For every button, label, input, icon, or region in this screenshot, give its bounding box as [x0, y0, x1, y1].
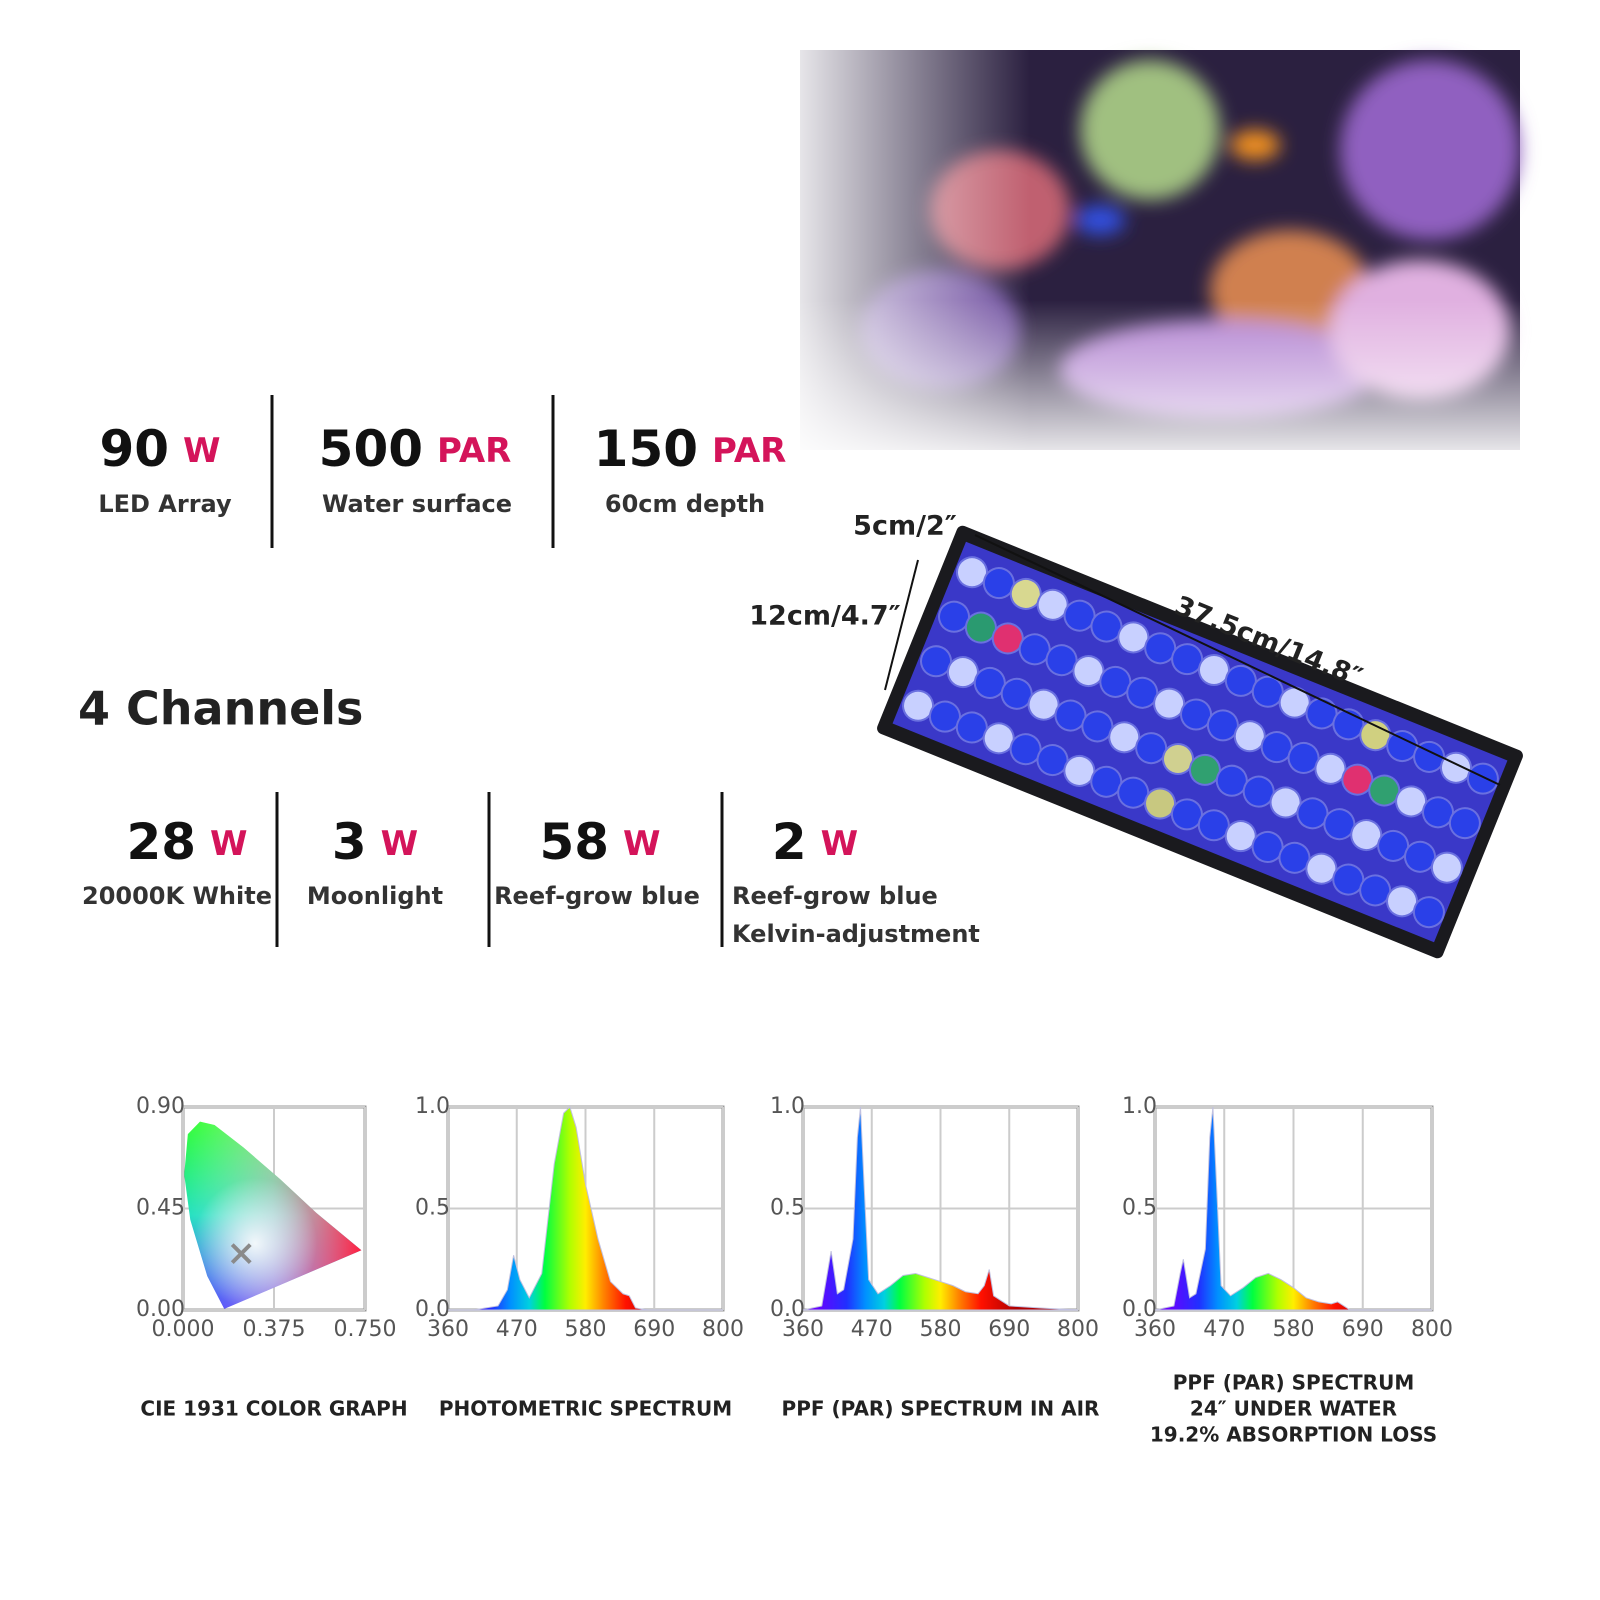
unit: W: [623, 824, 661, 864]
number: 3: [332, 813, 367, 871]
spec-value: 500 PAR: [319, 420, 512, 478]
dimension-label: 5cm/2″: [853, 511, 957, 542]
y-tick-label: 0.0: [1122, 1297, 1157, 1322]
number: 90: [99, 420, 169, 478]
number: 28: [126, 813, 196, 871]
x-tick-label: 360: [1134, 1317, 1176, 1342]
x-tick-label: 470: [1203, 1317, 1245, 1342]
channel-label: Reef-grow blue: [494, 882, 700, 910]
number: 2: [772, 813, 807, 871]
y-tick-label: 1.0: [415, 1094, 450, 1119]
section-heading: 4 Channels: [78, 682, 363, 736]
x-tick-label: 0.750: [334, 1317, 397, 1342]
x-tick-label: 0.375: [243, 1317, 306, 1342]
chart-caption: 19.2% ABSORPTION LOSS: [1150, 1423, 1437, 1447]
x-tick-label: 470: [851, 1317, 893, 1342]
x-tick-label: 690: [1342, 1317, 1384, 1342]
color-gamut: [184, 1121, 362, 1309]
spectrum-area: [448, 1106, 723, 1311]
chart-caption: CIE 1931 COLOR GRAPH: [140, 1397, 407, 1421]
y-tick-label: 0.5: [1122, 1196, 1157, 1221]
number: 150: [594, 420, 698, 478]
x-tick-label: 0.000: [152, 1317, 215, 1342]
y-tick-label: 1.0: [1122, 1094, 1157, 1119]
y-tick-label: 0.0: [770, 1297, 805, 1322]
channel-label: Moonlight: [307, 882, 443, 910]
led: [1430, 851, 1463, 884]
spec-label: Water surface: [322, 490, 512, 518]
chart-caption: 24″ UNDER WATER: [1190, 1397, 1397, 1421]
channel-label: 20000K White: [82, 882, 272, 910]
x-tick-label: 580: [565, 1317, 607, 1342]
number: 500: [319, 420, 423, 478]
x-tick-label: 690: [633, 1317, 675, 1342]
y-tick-label: 0.90: [136, 1094, 185, 1119]
x-tick-label: 800: [1411, 1317, 1453, 1342]
channel-value: 28 W: [126, 813, 247, 871]
spectrum-area: [1154, 1106, 1432, 1311]
unit: W: [210, 824, 248, 864]
channel-label: Reef-grow blue: [732, 882, 938, 910]
reef-photo: [770, 40, 1530, 470]
unit: W: [821, 824, 859, 864]
dimension-line: [884, 559, 919, 691]
spec-value: 150 PAR: [594, 420, 787, 478]
led-fixture: [877, 525, 1523, 959]
unit: W: [381, 824, 419, 864]
dimension-label: 12cm/4.7″: [749, 601, 900, 632]
channel-value: 58 W: [539, 813, 660, 871]
y-tick-label: 0.5: [415, 1196, 450, 1221]
unit: PAR: [437, 431, 511, 471]
x-tick-label: 580: [920, 1317, 962, 1342]
spectrum-area: [802, 1106, 1079, 1311]
x-tick-label: 690: [988, 1317, 1030, 1342]
x-tick-label: 360: [427, 1317, 469, 1342]
spec-label: LED Array: [98, 490, 232, 518]
dimension-line: [974, 534, 1501, 786]
chart-caption: PHOTOMETRIC SPECTRUM: [439, 1397, 732, 1421]
spec-value: 90 W: [99, 420, 220, 478]
x-tick-label: 470: [496, 1317, 538, 1342]
chart-caption: PPF (PAR) SPECTRUM IN AIR: [782, 1397, 1100, 1421]
x-tick-label: 580: [1273, 1317, 1315, 1342]
channel-label: Kelvin-adjustment: [732, 920, 980, 948]
spec-label: 60cm depth: [605, 490, 765, 518]
x-tick-label: 360: [782, 1317, 824, 1342]
number: 58: [539, 813, 609, 871]
y-tick-label: 0.5: [770, 1196, 805, 1221]
y-tick-label: 0.0: [415, 1297, 450, 1322]
y-tick-label: 0.45: [136, 1196, 185, 1221]
led: [1412, 896, 1445, 929]
chart-caption: PPF (PAR) SPECTRUM: [1173, 1371, 1414, 1395]
y-tick-label: 1.0: [770, 1094, 805, 1119]
unit: PAR: [712, 431, 786, 471]
white-point: [230, 1243, 252, 1265]
led: [1448, 807, 1481, 840]
x-tick-label: 800: [702, 1317, 744, 1342]
y-tick-label: 0.00: [136, 1297, 185, 1322]
unit: W: [183, 431, 221, 471]
x-tick-label: 800: [1057, 1317, 1099, 1342]
